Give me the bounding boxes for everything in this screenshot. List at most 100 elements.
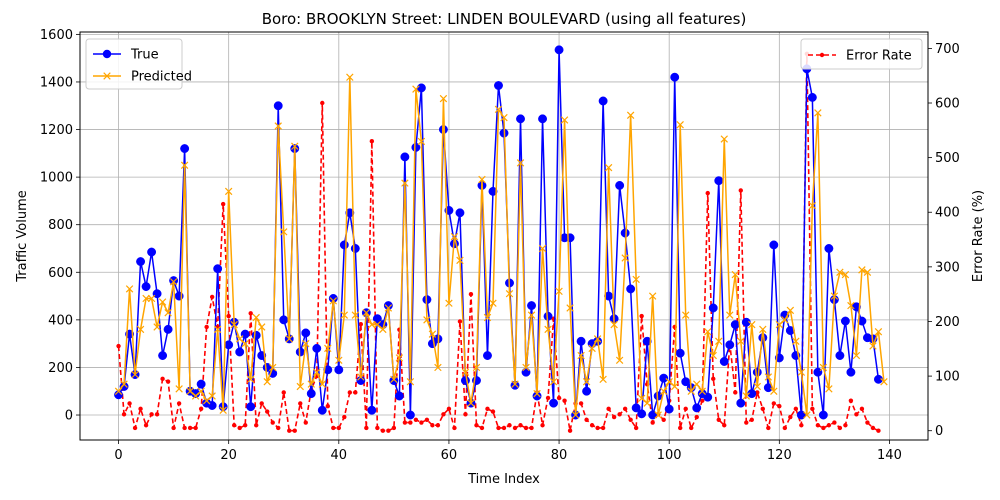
- data-point: [231, 423, 237, 428]
- y-axis-title: Traffic Volume: [15, 190, 30, 283]
- data-point: [675, 348, 685, 358]
- data-point: [187, 425, 193, 431]
- data-point: [659, 387, 668, 395]
- data-point: [620, 228, 630, 238]
- data-point: [163, 324, 173, 334]
- data-point: [164, 308, 172, 317]
- data-point: [198, 406, 204, 412]
- data-point: [793, 406, 799, 412]
- data-point: [176, 401, 182, 406]
- data-point: [224, 187, 233, 196]
- y-tick-label: 1200: [40, 123, 73, 138]
- data-point: [766, 425, 771, 431]
- data-point: [379, 325, 387, 334]
- data-point: [334, 365, 344, 375]
- data-point: [571, 411, 580, 419]
- data-point: [401, 179, 409, 187]
- data-point: [220, 201, 226, 207]
- data-point: [698, 387, 706, 395]
- data-point: [578, 401, 584, 406]
- data-point: [285, 335, 293, 343]
- data-point: [567, 428, 573, 433]
- data-point: [719, 357, 729, 366]
- x-tick-label: 100: [657, 448, 682, 463]
- data-point: [391, 425, 397, 431]
- data-point: [143, 423, 149, 428]
- data-point: [818, 410, 828, 420]
- data-point: [386, 428, 391, 433]
- data-point: [562, 398, 567, 403]
- data-point: [242, 423, 248, 428]
- data-point: [731, 270, 739, 279]
- series-layer: [114, 45, 888, 433]
- data-point: [654, 411, 662, 419]
- data-point: [193, 425, 198, 431]
- data-point: [716, 417, 721, 422]
- data-point: [171, 425, 176, 431]
- data-point: [292, 428, 297, 433]
- data-point: [527, 311, 536, 319]
- data-point: [873, 374, 883, 384]
- data-point: [248, 311, 253, 316]
- data-point: [810, 406, 815, 412]
- data-point: [306, 389, 316, 399]
- data-point: [340, 311, 349, 319]
- data-point: [626, 284, 636, 294]
- data-point: [741, 317, 751, 327]
- data-point: [566, 304, 574, 312]
- data-point: [622, 406, 628, 412]
- data-point: [610, 320, 618, 329]
- data-point: [865, 420, 870, 425]
- data-point: [664, 404, 674, 414]
- data-point: [219, 406, 227, 414]
- data-point: [434, 363, 442, 372]
- data-point: [423, 316, 431, 324]
- y2-tick-label: 100: [935, 370, 960, 385]
- data-point: [538, 114, 547, 124]
- data-point: [637, 409, 647, 419]
- data-point: [621, 254, 629, 262]
- data-point: [251, 330, 261, 340]
- data-point: [576, 336, 586, 346]
- data-point: [490, 409, 496, 414]
- data-point: [298, 401, 303, 406]
- y2-axis-title: Error Rate (%): [971, 190, 986, 282]
- data-point: [279, 315, 289, 325]
- data-point: [859, 406, 865, 412]
- data-point: [252, 313, 260, 322]
- data-point: [538, 244, 547, 253]
- data-point: [196, 379, 206, 389]
- data-point: [714, 176, 724, 186]
- legend-label: True: [130, 48, 159, 63]
- data-point: [876, 428, 881, 433]
- data-point: [648, 410, 658, 420]
- legend-marker: [103, 72, 111, 80]
- data-point: [339, 240, 349, 250]
- data-point: [556, 395, 562, 401]
- x-tick-label: 80: [551, 448, 568, 463]
- data-point: [336, 425, 342, 431]
- data-point: [848, 398, 854, 403]
- data-point: [324, 344, 332, 353]
- data-point: [836, 268, 844, 277]
- data-point: [114, 387, 123, 395]
- data-point: [512, 425, 518, 431]
- x-axis-title: Time Index: [467, 472, 540, 487]
- data-point: [367, 405, 377, 415]
- data-point: [840, 316, 850, 326]
- data-point: [593, 335, 602, 343]
- data-point: [351, 311, 360, 319]
- data-point: [346, 73, 354, 81]
- data-point: [147, 294, 156, 303]
- data-point: [700, 398, 705, 403]
- data-point: [577, 351, 585, 360]
- data-point: [496, 425, 501, 431]
- data-point: [345, 208, 355, 218]
- data-point: [246, 375, 255, 384]
- data-point: [589, 423, 595, 428]
- data-point: [276, 425, 281, 431]
- data-point: [169, 278, 178, 286]
- data-point: [312, 343, 322, 353]
- data-point: [467, 399, 475, 407]
- data-point: [730, 320, 740, 330]
